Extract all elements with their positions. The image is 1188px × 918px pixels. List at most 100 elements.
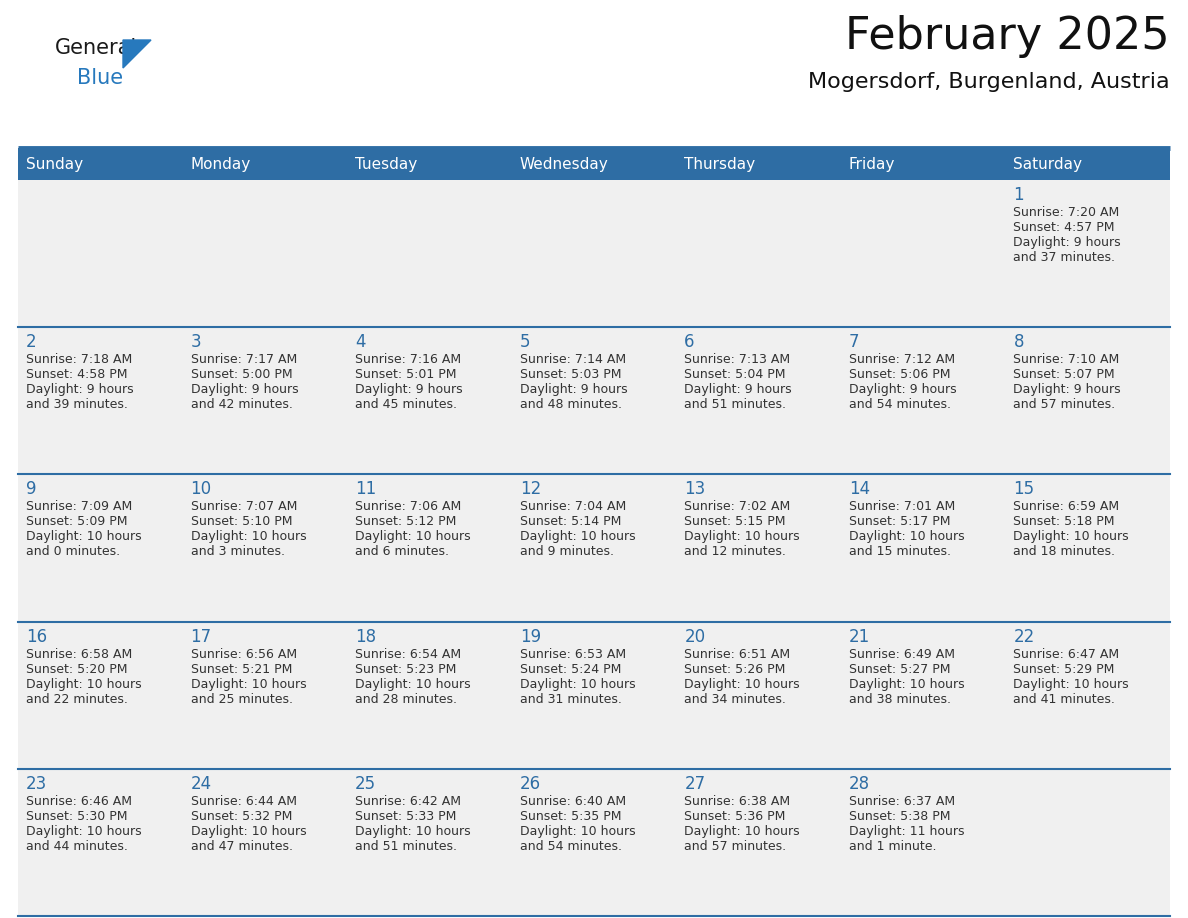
Text: Blue: Blue [77,68,124,88]
Text: Daylight: 10 hours: Daylight: 10 hours [849,531,965,543]
Text: and 47 minutes.: and 47 minutes. [190,840,292,853]
Text: and 34 minutes.: and 34 minutes. [684,692,786,706]
Text: Sunrise: 6:58 AM: Sunrise: 6:58 AM [26,647,132,661]
Text: Daylight: 10 hours: Daylight: 10 hours [1013,677,1129,690]
Text: Sunset: 5:03 PM: Sunset: 5:03 PM [519,368,621,381]
Text: and 22 minutes.: and 22 minutes. [26,692,128,706]
Text: and 15 minutes.: and 15 minutes. [849,545,950,558]
Bar [18,180,1170,327]
Text: Sunrise: 7:13 AM: Sunrise: 7:13 AM [684,353,790,366]
Text: Sunset: 5:14 PM: Sunset: 5:14 PM [519,515,621,529]
Text: Sunrise: 7:17 AM: Sunrise: 7:17 AM [190,353,297,366]
Text: Daylight: 9 hours: Daylight: 9 hours [684,383,792,397]
Text: 16: 16 [26,628,48,645]
Text: 25: 25 [355,775,377,793]
Text: Sunset: 4:57 PM: Sunset: 4:57 PM [1013,221,1114,234]
Text: and 25 minutes.: and 25 minutes. [190,692,292,706]
Text: Sunset: 5:33 PM: Sunset: 5:33 PM [355,810,456,823]
Text: Thursday: Thursday [684,156,756,172]
Text: Sunday: Sunday [26,156,83,172]
Text: Sunset: 5:00 PM: Sunset: 5:00 PM [190,368,292,381]
Bar [18,475,1170,621]
Text: and 0 minutes.: and 0 minutes. [26,545,120,558]
Text: 23: 23 [26,775,48,793]
Text: 24: 24 [190,775,211,793]
Text: and 45 minutes.: and 45 minutes. [355,398,457,411]
Text: and 57 minutes.: and 57 minutes. [1013,398,1116,411]
Text: Daylight: 10 hours: Daylight: 10 hours [519,824,636,838]
Text: 14: 14 [849,480,870,498]
Text: Sunset: 5:30 PM: Sunset: 5:30 PM [26,810,127,823]
Text: Daylight: 10 hours: Daylight: 10 hours [684,677,800,690]
Text: Sunrise: 6:38 AM: Sunrise: 6:38 AM [684,795,790,808]
Text: Daylight: 10 hours: Daylight: 10 hours [355,824,470,838]
Text: Sunrise: 6:56 AM: Sunrise: 6:56 AM [190,647,297,661]
Text: Sunset: 5:10 PM: Sunset: 5:10 PM [190,515,292,529]
Bar [18,148,1170,180]
Text: Sunrise: 6:47 AM: Sunrise: 6:47 AM [1013,647,1119,661]
Text: Sunset: 5:38 PM: Sunset: 5:38 PM [849,810,950,823]
Text: Sunrise: 7:10 AM: Sunrise: 7:10 AM [1013,353,1119,366]
Text: Sunrise: 7:04 AM: Sunrise: 7:04 AM [519,500,626,513]
Text: Daylight: 10 hours: Daylight: 10 hours [849,677,965,690]
Text: 1: 1 [1013,186,1024,204]
Text: Sunrise: 7:20 AM: Sunrise: 7:20 AM [1013,206,1119,219]
Text: 20: 20 [684,628,706,645]
Text: Daylight: 10 hours: Daylight: 10 hours [519,677,636,690]
Text: and 54 minutes.: and 54 minutes. [849,398,950,411]
Text: Daylight: 10 hours: Daylight: 10 hours [1013,531,1129,543]
Text: Sunset: 5:35 PM: Sunset: 5:35 PM [519,810,621,823]
Text: Daylight: 9 hours: Daylight: 9 hours [355,383,463,397]
Text: Sunset: 5:04 PM: Sunset: 5:04 PM [684,368,785,381]
Text: 28: 28 [849,775,870,793]
Text: and 3 minutes.: and 3 minutes. [190,545,285,558]
Bar [18,327,1170,475]
Text: 13: 13 [684,480,706,498]
Text: Sunset: 4:58 PM: Sunset: 4:58 PM [26,368,127,381]
Text: 17: 17 [190,628,211,645]
Text: Daylight: 10 hours: Daylight: 10 hours [684,531,800,543]
Text: 15: 15 [1013,480,1035,498]
Text: Daylight: 10 hours: Daylight: 10 hours [190,531,307,543]
Text: Sunrise: 6:59 AM: Sunrise: 6:59 AM [1013,500,1119,513]
Text: Sunset: 5:29 PM: Sunset: 5:29 PM [1013,663,1114,676]
Bar [18,621,1170,768]
Text: 26: 26 [519,775,541,793]
Text: Friday: Friday [849,156,896,172]
Text: Daylight: 10 hours: Daylight: 10 hours [355,677,470,690]
Text: and 9 minutes.: and 9 minutes. [519,545,614,558]
Text: Sunrise: 7:12 AM: Sunrise: 7:12 AM [849,353,955,366]
Text: Sunrise: 6:54 AM: Sunrise: 6:54 AM [355,647,461,661]
Text: 4: 4 [355,333,366,352]
Text: Sunrise: 7:07 AM: Sunrise: 7:07 AM [190,500,297,513]
Text: Sunrise: 7:18 AM: Sunrise: 7:18 AM [26,353,132,366]
Text: 11: 11 [355,480,377,498]
Text: Sunset: 5:24 PM: Sunset: 5:24 PM [519,663,621,676]
Text: General: General [55,38,138,58]
Text: Sunset: 5:15 PM: Sunset: 5:15 PM [684,515,785,529]
Text: and 38 minutes.: and 38 minutes. [849,692,950,706]
Text: Daylight: 9 hours: Daylight: 9 hours [1013,236,1121,249]
Text: and 51 minutes.: and 51 minutes. [684,398,786,411]
Polygon shape [124,40,151,68]
Text: 3: 3 [190,333,201,352]
Text: Saturday: Saturday [1013,156,1082,172]
Text: and 18 minutes.: and 18 minutes. [1013,545,1116,558]
Text: and 41 minutes.: and 41 minutes. [1013,692,1116,706]
Text: Daylight: 9 hours: Daylight: 9 hours [849,383,956,397]
Text: Sunrise: 6:46 AM: Sunrise: 6:46 AM [26,795,132,808]
Text: 18: 18 [355,628,377,645]
Text: Daylight: 10 hours: Daylight: 10 hours [26,677,141,690]
Text: and 31 minutes.: and 31 minutes. [519,692,621,706]
Text: 6: 6 [684,333,695,352]
Text: and 51 minutes.: and 51 minutes. [355,840,457,853]
Text: Daylight: 10 hours: Daylight: 10 hours [355,531,470,543]
Text: Sunset: 5:12 PM: Sunset: 5:12 PM [355,515,456,529]
Text: and 39 minutes.: and 39 minutes. [26,398,128,411]
Text: and 1 minute.: and 1 minute. [849,840,936,853]
Text: Sunrise: 7:14 AM: Sunrise: 7:14 AM [519,353,626,366]
Text: Sunset: 5:23 PM: Sunset: 5:23 PM [355,663,456,676]
Bar [18,768,1170,916]
Text: Daylight: 10 hours: Daylight: 10 hours [519,531,636,543]
Text: Sunset: 5:27 PM: Sunset: 5:27 PM [849,663,950,676]
